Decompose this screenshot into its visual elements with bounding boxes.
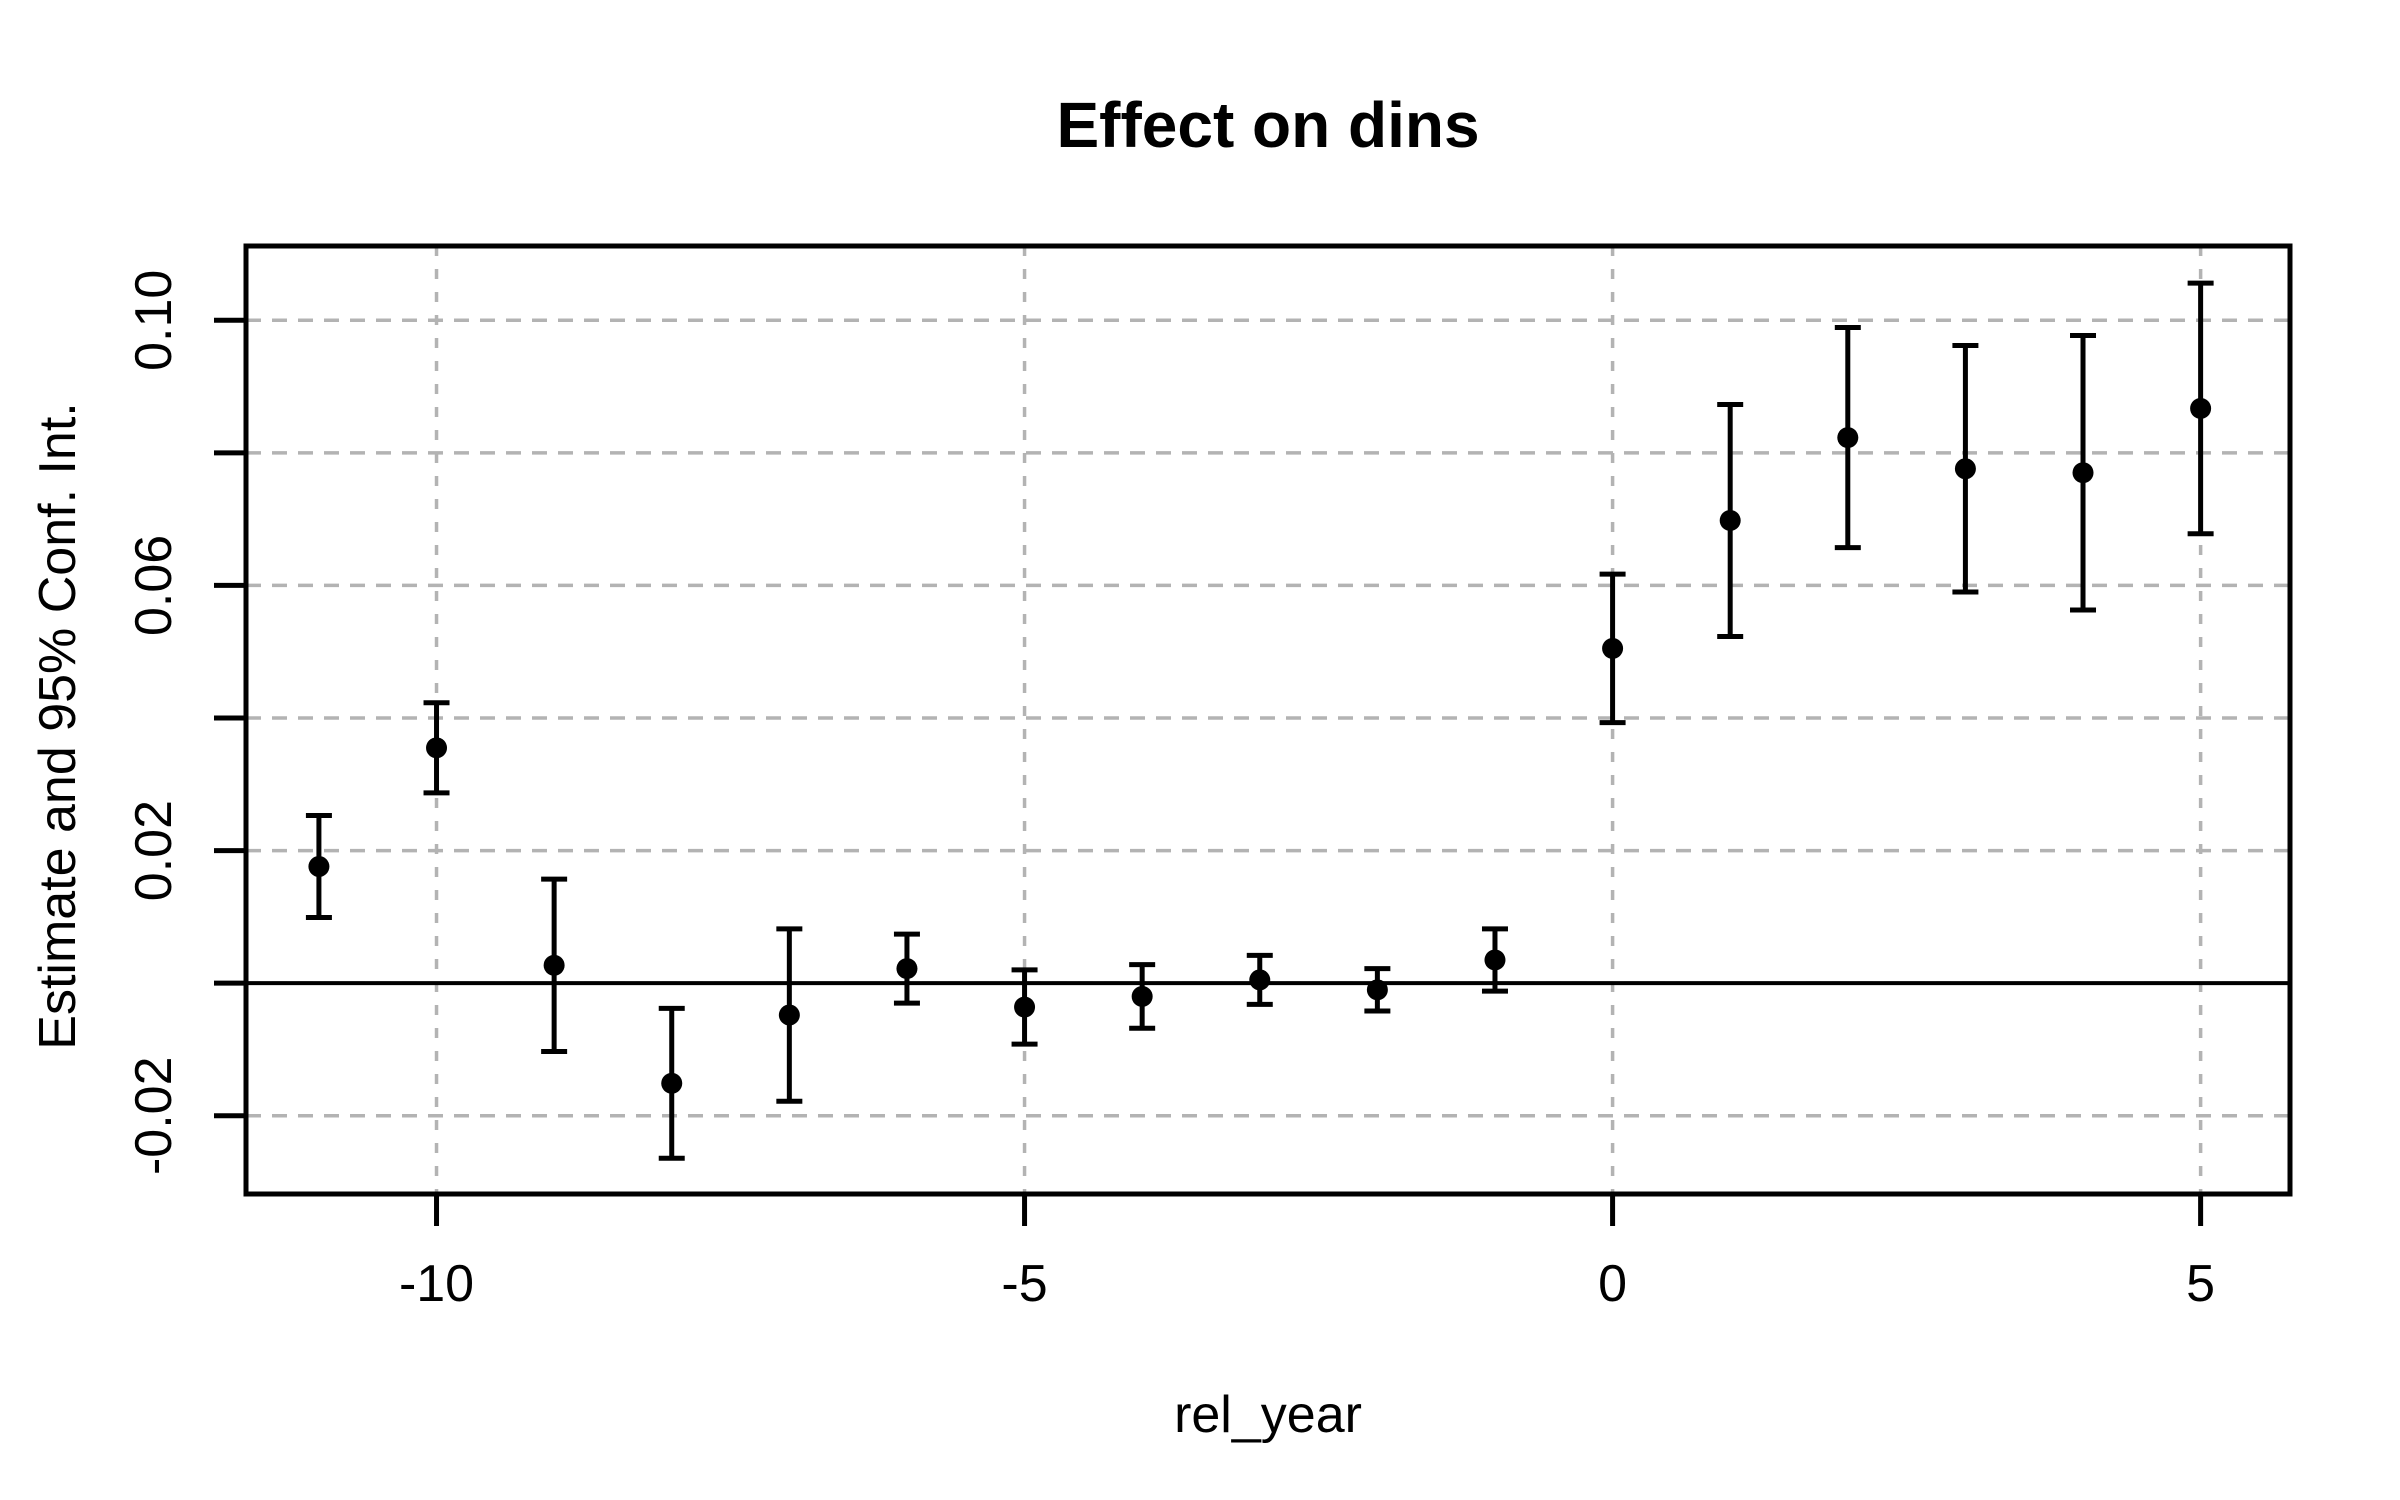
y-tick-label: -0.02 xyxy=(125,1057,183,1176)
x-axis-tick-labels: -10 -5 0 5 xyxy=(399,1255,2215,1313)
data-point xyxy=(1602,637,1624,659)
data-point xyxy=(2072,462,2094,484)
data-point xyxy=(543,954,565,976)
chart-title: Effect on dins xyxy=(1056,89,1479,161)
data-point xyxy=(1366,979,1388,1001)
x-tick-label: -5 xyxy=(1001,1255,1047,1313)
data-point xyxy=(1954,458,1976,480)
data-point xyxy=(896,958,918,980)
error-bars xyxy=(305,280,2214,1161)
y-axis-ticks xyxy=(214,317,246,1119)
data-point xyxy=(661,1072,683,1094)
x-axis-ticks xyxy=(434,1194,2204,1226)
data-point xyxy=(1719,509,1741,531)
data-point xyxy=(1249,969,1271,991)
data-point xyxy=(1131,985,1153,1007)
vertical-gridlines xyxy=(434,246,2203,1194)
data-point xyxy=(778,1004,800,1026)
x-axis-label: rel_year xyxy=(1174,1386,1362,1444)
data-point xyxy=(1484,949,1506,971)
data-point xyxy=(1837,427,1859,449)
data-point xyxy=(2190,397,2212,419)
data-point xyxy=(308,856,330,878)
x-tick-label: 5 xyxy=(2186,1255,2215,1313)
y-tick-label: 0.02 xyxy=(125,800,183,901)
data-point xyxy=(426,737,448,759)
data-points xyxy=(308,397,2212,1094)
y-tick-label: 0.10 xyxy=(125,270,183,371)
y-tick-label: 0.06 xyxy=(125,535,183,636)
data-point xyxy=(1014,996,1036,1018)
y-axis-label: Estimate and 95% Conf. Int. xyxy=(29,402,87,1049)
y-axis-tick-labels: -0.02 0.02 0.06 0.10 xyxy=(125,270,183,1175)
x-tick-label: 0 xyxy=(1598,1255,1627,1313)
x-tick-label: -10 xyxy=(399,1255,474,1313)
